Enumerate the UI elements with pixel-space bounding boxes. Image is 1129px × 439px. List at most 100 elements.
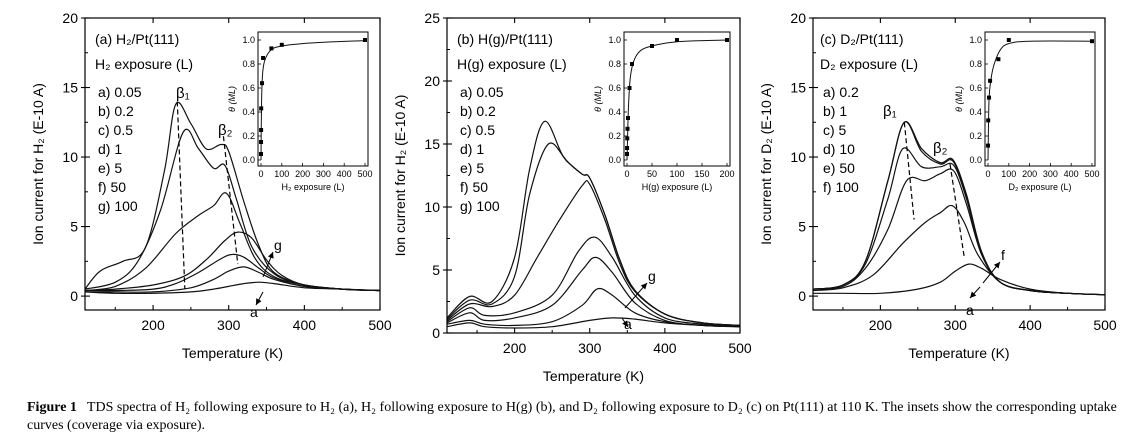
y-axis-label: Ion current for H₂ (E-10 A)	[392, 95, 408, 257]
legend-entry-5: e) 50	[823, 160, 855, 176]
inset-x-tick-label: 50	[647, 169, 657, 179]
series-line-4	[446, 236, 741, 328]
arrow-label-2: a	[966, 302, 974, 318]
y-tick-label: 5	[70, 219, 78, 235]
arrow-head-1	[267, 252, 274, 259]
x-tick-label: 300	[217, 317, 241, 333]
legend-entry-7: g) 100	[460, 198, 500, 214]
legend-entry-1: a) 0.05	[460, 84, 504, 100]
inset-data-point	[988, 78, 993, 83]
x-tick-label: 400	[653, 340, 677, 356]
arrow-label-1: f	[1001, 247, 1005, 263]
inset-data-point	[269, 46, 274, 51]
x-axis-label: Temperature (K)	[543, 368, 644, 384]
inset-y-tick-label: 0.0	[242, 155, 255, 165]
inset-y-tick-label: 0.2	[969, 131, 982, 141]
inset-y-tick-label: 1.0	[242, 35, 255, 45]
inset-y-axis-label: θ (ML)	[227, 86, 237, 112]
x-tick-label: 400	[1018, 317, 1042, 333]
arrow-label-2: a	[250, 304, 258, 320]
inset-data-point	[260, 81, 265, 86]
inset-x-tick-label: 0	[624, 169, 629, 179]
x-tick-label: 500	[1093, 317, 1117, 333]
peak-label-2: β₂	[933, 140, 948, 157]
peak-guide-1	[176, 101, 186, 290]
inset-y-axis-label: θ (ML)	[954, 86, 964, 112]
inset-data-point	[986, 143, 991, 148]
legend-entry-2: b) 0.2	[460, 103, 496, 119]
y-tick-label: 0	[70, 288, 78, 304]
legend-title: D₂ exposure (L)	[820, 56, 918, 72]
y-tick-label: 20	[62, 10, 78, 26]
y-tick-label: 10	[62, 149, 78, 165]
inset-data-point	[625, 152, 630, 156]
inset-x-tick-label: 400	[1064, 169, 1079, 179]
inset-data-point	[625, 146, 630, 150]
inset-y-tick-label: 0.4	[608, 107, 621, 117]
legend-entry-3: c) 0.5	[98, 122, 133, 138]
inset-fit-line	[987, 40, 1093, 161]
peak-guide-2	[222, 136, 239, 265]
inset-data-point	[650, 44, 654, 48]
inset-data-point	[625, 136, 630, 141]
y-tick-label: 10	[790, 149, 806, 165]
legend-title: H₂ exposure (L)	[95, 56, 193, 72]
inset-x-tick-label: 0	[985, 169, 990, 179]
inset-x-tick-label: 100	[274, 169, 289, 179]
inset-y-tick-label: 0.4	[969, 107, 982, 117]
inset-data-point	[1006, 38, 1011, 42]
x-tick-label: 300	[578, 340, 602, 356]
arrow-head-1	[640, 283, 647, 290]
legend-entry-6: f) 50	[460, 179, 488, 195]
y-tick-label: 15	[62, 80, 78, 96]
legend-entry-4: d) 1	[98, 141, 122, 157]
inset-data-point	[675, 38, 679, 42]
series-line-3	[84, 253, 381, 292]
x-axis-label: Temperature (K)	[182, 345, 283, 361]
inset-data-point	[725, 38, 729, 42]
arrow-head-2	[970, 291, 977, 298]
inset-data-point	[363, 38, 367, 42]
inset-x-tick-label: 150	[694, 169, 709, 179]
inset-y-tick-label: 0.6	[242, 83, 255, 93]
inset-x-tick-label: 500	[357, 169, 372, 179]
inset-data-point	[630, 62, 634, 66]
inset-frame	[984, 31, 1096, 167]
inset-chart: 0 100 200 300 400 500 0.0 0.2 0.4 0.6 0.8 1.0 D₂ exp…	[954, 31, 1100, 192]
inset-y-tick-label: 1.0	[969, 35, 982, 45]
inset-x-tick-label: 200	[719, 169, 734, 179]
inset-y-tick-label: 0.8	[608, 59, 621, 69]
figure-caption: Figure 1 TDS spectra of H₂ following expo…	[27, 399, 1117, 435]
peak-label-1: β₁	[176, 85, 190, 102]
legend-entry-3: c) 5	[823, 122, 847, 138]
caption-text: TDS spectra of H₂ following exposure to …	[27, 400, 1117, 433]
panel-title: (c) D₂/Pt(111)	[820, 31, 903, 47]
inset-fit-line	[626, 39, 728, 161]
legend-entry-1: a) 0.05	[98, 84, 142, 100]
x-axis-label: Temperature (K)	[908, 345, 1009, 361]
plot-frame	[84, 17, 381, 311]
inset-chart: 0 100 200 300 400 500 0.0 0.2 0.4 0.6 0.8 1.0 H₂ exp…	[227, 31, 373, 192]
inset-chart: 0 50 100 150 200 0.0 0.2 0.4 0.6 0.8 1.0 H(g) expos…	[593, 31, 735, 192]
arrow-head-1	[993, 262, 1000, 269]
inset-data-point	[627, 86, 632, 90]
inset-data-point	[1090, 39, 1094, 44]
x-tick-label: 200	[869, 317, 893, 333]
arrow-label-1: g	[274, 237, 282, 253]
y-tick-label: 20	[790, 10, 806, 26]
inset-data-point	[987, 95, 992, 100]
inset-y-tick-label: 0.0	[608, 155, 621, 165]
x-tick-label: 400	[293, 317, 317, 333]
x-tick-label: 500	[728, 340, 752, 356]
inset-x-tick-label: 200	[1022, 169, 1037, 179]
inset-x-axis-label: H(g) exposure (L)	[642, 182, 713, 192]
x-tick-label: 300	[944, 317, 968, 333]
y-axis-label: Ion current for H₂ (E-10 A)	[30, 83, 46, 245]
inset-x-tick-label: 100	[669, 169, 684, 179]
inset-frame	[257, 31, 369, 167]
legend-entry-5: e) 5	[460, 160, 484, 176]
y-tick-label: 15	[790, 80, 806, 96]
series-line-2	[812, 204, 1106, 296]
y-tick-label: 5	[798, 219, 806, 235]
